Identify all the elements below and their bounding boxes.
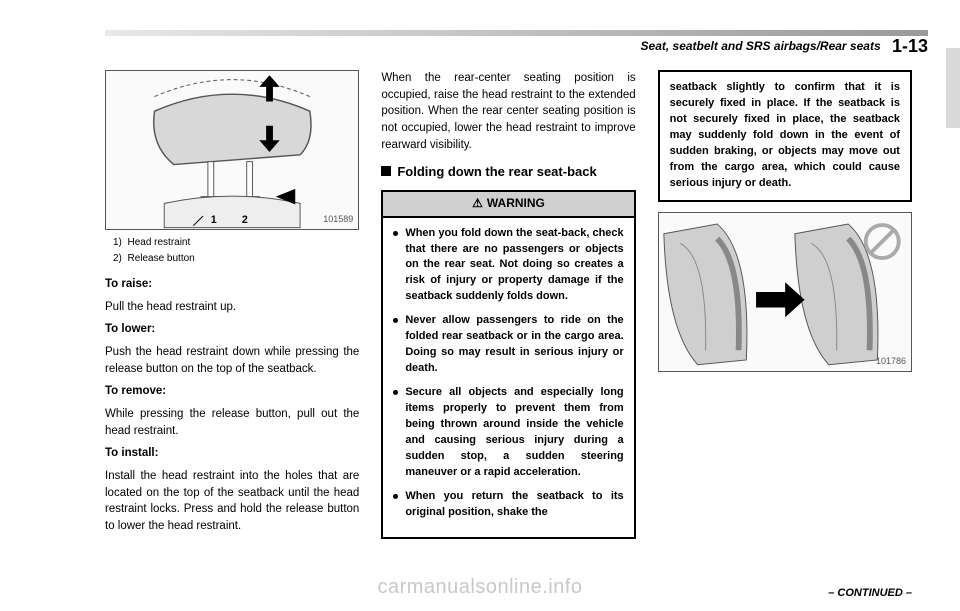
breadcrumb-text: Seat, seatbelt and SRS airbags/Rear seat… (641, 39, 881, 53)
label-to-remove: To remove: (105, 383, 359, 400)
warning-title: WARNING (383, 192, 633, 217)
caption-row: 1) Head restraint (113, 236, 359, 251)
subheading-text: Folding down the rear seat-back (397, 163, 596, 182)
continued-label: – CONTINUED – (828, 587, 912, 599)
text-to-install: Install the head restraint into the hole… (105, 468, 359, 535)
page-edge-tab (946, 48, 960, 128)
figure-id: 101786 (876, 355, 906, 368)
label-to-raise: To raise: (105, 276, 359, 293)
warning-item: Never allow passengers to ride on the fo… (393, 313, 623, 377)
text-to-remove: While pressing the release button, pull … (105, 406, 359, 439)
square-bullet-icon (381, 166, 391, 176)
head-restraint-illustration: 1 2 (106, 71, 358, 229)
text-to-lower: Push the head restraint down while press… (105, 344, 359, 377)
caption-row: 2) Release button (113, 252, 359, 267)
subheading-folding: Folding down the rear seat-back (381, 163, 635, 182)
column-3: seatback slightly to confirm that it is … (658, 70, 912, 571)
page-number: 1-13 (892, 36, 928, 56)
warning-item: When you return the seatback to its orig… (393, 489, 623, 521)
warning-continuation-box: seatback slightly to confirm that it is … (658, 70, 912, 202)
header-breadcrumb: Seat, seatbelt and SRS airbags/Rear seat… (641, 36, 928, 57)
figure-head-restraint: 1 2 101589 (105, 70, 359, 230)
warning-item: Secure all objects and especially long i… (393, 385, 623, 481)
warning-item: When you fold down the seat-back, check … (393, 226, 623, 306)
figure-id: 101589 (323, 213, 353, 226)
figure-caption-list: 1) Head restraint 2) Release button (113, 236, 359, 266)
intro-paragraph: When the rear-center seating position is… (381, 70, 635, 153)
watermark-text: carmanualsonline.info (377, 576, 582, 599)
content-columns: 1 2 101589 1) Head restraint 2) Release … (105, 70, 912, 571)
warning-body: When you fold down the seat-back, check … (383, 218, 633, 537)
warning-continuation-text: seatback slightly to confirm that it is … (670, 81, 900, 189)
svg-text:1: 1 (211, 214, 217, 226)
warning-box: WARNING When you fold down the seat-back… (381, 190, 635, 538)
label-to-lower: To lower: (105, 321, 359, 338)
text-to-raise: Pull the head restraint up. (105, 299, 359, 316)
svg-text:2: 2 (242, 214, 248, 226)
column-1: 1 2 101589 1) Head restraint 2) Release … (105, 70, 359, 571)
label-to-install: To install: (105, 445, 359, 462)
column-2: When the rear-center seating position is… (381, 70, 635, 571)
seatback-illustration (659, 213, 911, 371)
figure-seatback-fold: 101786 (658, 212, 912, 372)
